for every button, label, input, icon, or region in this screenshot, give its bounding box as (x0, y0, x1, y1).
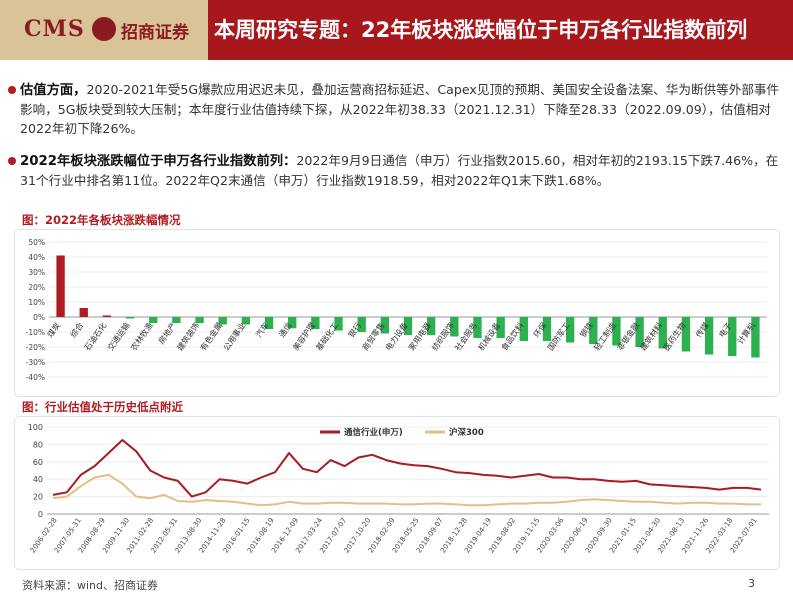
line-y-tick-label: 0 (38, 510, 43, 519)
bar-食品饮料 (519, 317, 528, 341)
paragraph-ranking-lead: 2022年板块涨跌幅位于申万各行业指数前列： (20, 154, 297, 169)
bar-y-tick-label: 0% (33, 313, 45, 322)
logo-cms: CMS (24, 16, 85, 42)
bar-category-label: 建筑装饰 (175, 320, 202, 352)
page-title: 本周研究专题：22年板块涨跌幅位于申万各行业指数前列 (214, 18, 748, 42)
bar-电力设备 (403, 317, 413, 335)
bar-煤炭 (56, 255, 65, 317)
bar-建筑材料 (658, 317, 667, 349)
bar-电子 (728, 317, 737, 356)
bar-家用电器 (426, 317, 436, 335)
bar-美容护理 (311, 317, 320, 329)
bar-y-tick-label: 50% (28, 238, 45, 247)
bar-category-label: 房地产 (156, 320, 178, 345)
paragraph-valuation: 估值方面，2020-2021年受5G爆款应用迟迟未见，叠加运营商招标延迟、Cap… (8, 80, 780, 138)
line-chart: 1008060402002006-02-282007-05-312008-08-… (28, 423, 769, 554)
bar-汽车 (264, 317, 274, 329)
bar-综合 (79, 308, 88, 317)
line-y-tick-label: 80 (33, 440, 43, 449)
bar-y-tick-label: -40% (26, 373, 45, 382)
bar-国防军工 (565, 317, 575, 343)
paragraph-ranking-text: 2022年9月9日通信（申万）行业指数2015.60，相对年初的2193.15下… (20, 153, 779, 188)
bar-非银金融 (635, 317, 644, 347)
paragraph-valuation-text: 2020-2021年受5G爆款应用迟迟未见，叠加运营商招标延迟、Capex见顶的… (20, 82, 780, 136)
bar-医药生物 (681, 317, 691, 352)
bullet-icon (8, 157, 16, 165)
bar-category-label: 有色金属 (198, 320, 225, 352)
line-series-沪深300 (52, 473, 761, 507)
slide-header: CMS 招商证券 本周研究专题：22年板块涨跌幅位于申万各行业指数前列 (0, 0, 793, 60)
page-number: 3 (748, 577, 755, 590)
bar-基础化工 (334, 317, 343, 331)
line-y-tick-label: 20 (33, 493, 43, 502)
source-note: 资料来源：wind、招商证券 (22, 579, 159, 592)
line-y-tick-label: 40 (33, 475, 43, 484)
bar-房地产 (172, 317, 181, 323)
bar-y-tick-label: -10% (26, 328, 45, 337)
paragraph-valuation-lead: 估值方面， (20, 83, 87, 98)
bar-石油石化 (102, 315, 112, 317)
logo-company-name: 招商证券 (121, 23, 189, 43)
bullet-icon (8, 86, 16, 94)
bar-y-tick-label: 30% (28, 268, 45, 277)
bar-农林牧渔 (149, 317, 158, 323)
bar-category-label: 农林牧渔 (128, 320, 155, 352)
bar-category-label: 石油石化 (82, 320, 109, 352)
bar-轻工制造 (612, 317, 621, 346)
bar-纺织服饰 (450, 317, 459, 337)
bar-y-tick-label: 10% (28, 298, 45, 307)
bar-有色金属 (218, 317, 227, 325)
bar-y-tick-label: -20% (26, 343, 45, 352)
bar-钢铁 (589, 317, 598, 344)
bar-机械设备 (496, 317, 505, 338)
chart2-caption: 图：行业估值处于历史低点附近 (22, 400, 183, 414)
bar-交通运输 (125, 317, 135, 319)
bar-公用事业 (241, 317, 251, 325)
bar-建筑装饰 (195, 317, 204, 323)
line-series-通信行业(申万) (52, 439, 762, 498)
paragraph-ranking: 2022年板块涨跌幅位于申万各行业指数前列：2022年9月9日通信（申万）行业指… (8, 151, 780, 190)
bar-chart-panel: 50% 40% 30% 20% 10% 0% -10% -20% -30% -40% 煤炭 综合 石油石… (14, 229, 780, 397)
bar-category-label: 公用事业 (221, 320, 248, 352)
bar-category-label: 综合 (68, 320, 85, 339)
chart1-caption: 图：2022年各板块涨跌幅情况 (22, 213, 181, 227)
bar-y-tick-label: 20% (28, 283, 45, 292)
legend-label: 沪深300 (449, 427, 484, 438)
bar-环保 (542, 317, 552, 341)
line-y-tick-label: 60 (33, 458, 43, 467)
bar-chart: 50% 40% 30% 20% 10% 0% -10% -20% -30% -40% 煤炭 综合石油石… (26, 238, 767, 382)
bar-通信 (288, 317, 297, 329)
legend-label: 通信行业(申万) (344, 427, 403, 438)
bar-category-label: 交通运输 (105, 320, 132, 352)
bar-计算机 (751, 317, 760, 358)
bar-category-label: 煤炭 (45, 320, 62, 339)
bar-银行 (357, 317, 366, 332)
line-chart-panel: 100 80 60 40 20 0 2006-02-28 2007-05-31 2008-08-… (14, 416, 780, 570)
bar-y-tick-label: 40% (28, 253, 45, 262)
logo-mark-icon (92, 17, 116, 41)
bar-商贸零售 (380, 317, 390, 334)
bar-y-tick-label: -30% (26, 358, 45, 367)
bar-社会服务 (473, 317, 482, 338)
bar-传媒 (704, 317, 714, 355)
line-y-tick-label: 100 (28, 423, 43, 432)
